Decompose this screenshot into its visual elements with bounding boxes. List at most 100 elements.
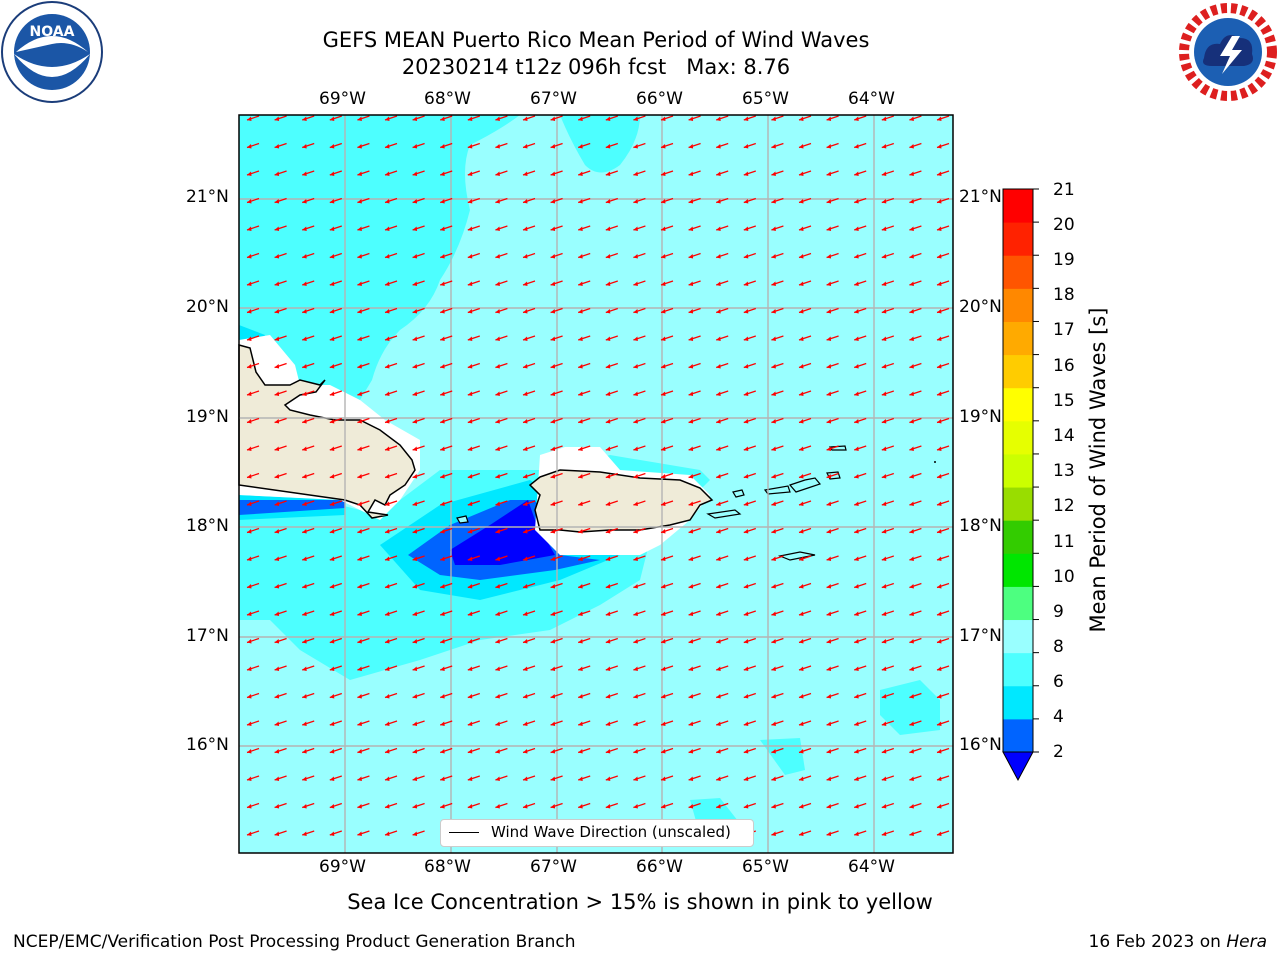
wave-direction-arrowhead [771, 529, 776, 534]
wave-direction-arrowhead [274, 529, 280, 534]
wave-direction-arrowhead [412, 336, 418, 341]
wave-direction-arrowhead [881, 529, 887, 534]
wave-direction-arrowhead [688, 776, 694, 781]
wave-direction-arrowhead [826, 501, 832, 506]
wave-direction-arrowhead [523, 474, 528, 479]
wave-direction-arrowhead [357, 666, 362, 671]
wave-direction-arrowhead [605, 694, 611, 699]
wave-direction-arrowhead [881, 364, 887, 369]
wave-direction-arrowhead [716, 419, 721, 424]
wave-direction-arrowhead [688, 804, 694, 809]
wave-direction-arrowhead [688, 749, 694, 754]
wave-direction-arrowhead [523, 666, 528, 671]
period-fill-6-8-north [239, 115, 520, 400]
wave-direction-arrowhead [247, 364, 252, 369]
wave-direction-arrowhead [716, 749, 721, 754]
wave-direction-arrowhead [771, 364, 776, 369]
wave-direction-arrowhead [937, 364, 942, 369]
wave-direction-arrowhead [937, 831, 942, 836]
wave-direction-arrowhead [329, 501, 335, 506]
wave-direction-arrowhead [274, 501, 280, 506]
wave-direction-arrowhead [274, 309, 280, 314]
lon-label-bottom: 66°W [636, 857, 683, 877]
wave-direction-arrowhead [302, 336, 307, 341]
wave-direction-arrowhead [633, 611, 638, 616]
wave-direction-arrowhead [302, 199, 307, 204]
wave-direction-arrowhead [550, 309, 556, 314]
wave-direction-arrowhead [661, 226, 666, 231]
colorbar-tick: 16 [1053, 356, 1075, 376]
wave-direction-arrowhead [247, 171, 252, 176]
wave-direction-arrowhead [854, 584, 859, 589]
wave-direction-arrowhead [605, 749, 611, 754]
wave-direction-arrowhead [771, 474, 776, 479]
wave-direction-arrowhead [826, 694, 832, 699]
wave-direction-arrowhead [909, 281, 914, 286]
wave-direction-arrowhead [881, 144, 887, 149]
wave-direction-arrowhead [743, 254, 749, 259]
wave-direction-arrowhead [578, 446, 583, 451]
wave-direction-arrowhead [523, 529, 528, 534]
colorbar-tick: 4 [1053, 707, 1064, 727]
wave-direction-arrowhead [854, 501, 859, 506]
vieques-island [706, 509, 742, 519]
wave-direction-arrowhead [385, 281, 390, 286]
wave-direction-arrowhead [578, 529, 583, 534]
wave-direction-arrowhead [274, 171, 280, 176]
colorbar-segment [1003, 520, 1033, 554]
wave-direction-arrowhead [881, 419, 887, 424]
wave-direction-arrowhead [412, 309, 418, 314]
wave-direction-arrowhead [523, 309, 528, 314]
wave-direction-arrowhead [274, 749, 280, 754]
wave-direction-arrowhead [909, 556, 914, 561]
wave-direction-arrowhead [523, 419, 528, 424]
wave-direction-arrowhead [412, 171, 418, 176]
wave-direction-arrowhead [688, 116, 694, 121]
wave-direction-arrowhead [247, 639, 252, 644]
wave-direction-arrowhead [385, 556, 390, 561]
wind-wave-direction-arrows [246, 115, 950, 836]
wave-direction-arrowhead [743, 666, 749, 671]
wave-direction-arrowhead [302, 254, 307, 259]
wave-direction-arrowhead [329, 529, 335, 534]
wave-direction-arrowhead [440, 639, 445, 644]
wave-direction-arrowhead [467, 309, 473, 314]
colorbar-segment [1003, 553, 1033, 587]
wave-direction-arrowhead [274, 611, 280, 616]
wave-direction-arrowhead [440, 749, 445, 754]
map-legend: Wind Wave Direction (unscaled) [440, 819, 754, 847]
wave-direction-arrowhead [854, 226, 859, 231]
wave-direction-arrowhead [412, 364, 418, 369]
wave-direction-arrowhead [771, 749, 776, 754]
wave-direction-arrowhead [274, 144, 280, 149]
wave-direction-arrowhead [385, 419, 390, 424]
puerto-rico-land [528, 469, 714, 533]
wave-direction-arrowhead [688, 171, 694, 176]
wave-direction-arrowhead [385, 639, 390, 644]
wave-direction-arrowhead [661, 144, 666, 149]
wave-direction-arrowhead [385, 721, 390, 726]
wave-direction-arrowhead [412, 199, 418, 204]
wave-direction-arrowhead [495, 474, 500, 479]
wave-direction-arrowhead [329, 309, 335, 314]
wave-direction-arrowhead [854, 529, 859, 534]
period-fill-2-4-hispaniola [239, 500, 345, 515]
wave-direction-arrowhead [440, 336, 445, 341]
colorbar-tick: 17 [1053, 320, 1075, 340]
wave-direction-arrowhead [385, 144, 390, 149]
wave-direction-arrowhead [688, 666, 694, 671]
wave-direction-arrowhead [578, 611, 583, 616]
wave-direction-arrowhead [412, 831, 418, 836]
wave-direction-arrowhead [467, 501, 473, 506]
wave-direction-arrowhead [633, 144, 638, 149]
wave-direction-arrowhead [605, 529, 611, 534]
wave-direction-arrowhead [495, 419, 500, 424]
wave-direction-arrowhead [826, 584, 832, 589]
wave-direction-arrowhead [909, 584, 914, 589]
wave-direction-arrowhead [440, 804, 445, 809]
wave-direction-arrowhead [467, 336, 473, 341]
wave-direction-arrowhead [578, 116, 583, 121]
wave-direction-arrowhead [661, 446, 666, 451]
footer-credit: NCEP/EMC/Verification Post Processing Pr… [13, 932, 576, 952]
wave-direction-arrowhead [881, 281, 887, 286]
